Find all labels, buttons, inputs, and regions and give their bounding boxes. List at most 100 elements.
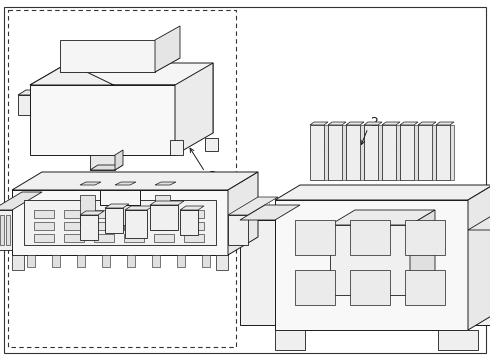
- Bar: [77, 255, 85, 267]
- Polygon shape: [382, 122, 400, 125]
- Polygon shape: [468, 230, 490, 325]
- Polygon shape: [346, 122, 364, 125]
- Bar: [180, 210, 198, 235]
- Polygon shape: [105, 204, 129, 208]
- Polygon shape: [60, 40, 155, 72]
- Bar: [124, 234, 144, 242]
- Polygon shape: [228, 215, 248, 245]
- Polygon shape: [205, 138, 218, 151]
- Bar: [418, 125, 432, 180]
- Bar: [378, 125, 382, 180]
- Polygon shape: [90, 165, 123, 170]
- Bar: [102, 255, 110, 267]
- Polygon shape: [30, 85, 175, 155]
- Polygon shape: [115, 150, 123, 170]
- Bar: [342, 125, 346, 180]
- Bar: [24, 200, 216, 245]
- Bar: [382, 125, 396, 180]
- Polygon shape: [330, 210, 435, 225]
- Bar: [328, 125, 342, 180]
- Polygon shape: [150, 201, 184, 205]
- Polygon shape: [436, 122, 454, 125]
- Polygon shape: [400, 122, 418, 125]
- Polygon shape: [125, 206, 153, 210]
- Bar: [350, 220, 390, 255]
- Bar: [405, 220, 445, 255]
- Bar: [127, 255, 135, 267]
- Polygon shape: [12, 190, 228, 255]
- Bar: [64, 234, 84, 242]
- Bar: [396, 125, 400, 180]
- Bar: [94, 210, 114, 218]
- Bar: [184, 210, 204, 218]
- Bar: [115, 195, 130, 225]
- Bar: [350, 270, 390, 305]
- Bar: [154, 234, 174, 242]
- Bar: [125, 210, 147, 238]
- Bar: [400, 125, 414, 180]
- Polygon shape: [275, 185, 490, 200]
- Bar: [364, 125, 378, 180]
- Bar: [346, 125, 360, 180]
- Polygon shape: [180, 206, 204, 210]
- Bar: [27, 255, 35, 267]
- Bar: [124, 222, 144, 230]
- Bar: [324, 125, 328, 180]
- Polygon shape: [468, 185, 490, 330]
- Polygon shape: [18, 90, 38, 95]
- Polygon shape: [418, 122, 436, 125]
- Text: 2: 2: [370, 116, 378, 129]
- Bar: [34, 222, 54, 230]
- Bar: [450, 125, 454, 180]
- Bar: [154, 222, 174, 230]
- Polygon shape: [12, 255, 24, 270]
- Polygon shape: [18, 95, 30, 115]
- Polygon shape: [170, 140, 183, 155]
- Bar: [310, 125, 324, 180]
- Polygon shape: [364, 122, 382, 125]
- Bar: [0, 215, 4, 245]
- Bar: [34, 234, 54, 242]
- Bar: [432, 125, 436, 180]
- Polygon shape: [310, 122, 328, 125]
- Bar: [436, 125, 450, 180]
- Text: -1: -1: [242, 171, 254, 185]
- Bar: [295, 270, 335, 305]
- Polygon shape: [30, 63, 213, 133]
- Bar: [184, 222, 204, 230]
- Polygon shape: [0, 210, 12, 250]
- Polygon shape: [100, 190, 140, 205]
- Polygon shape: [228, 172, 258, 255]
- Polygon shape: [80, 182, 101, 185]
- Bar: [64, 222, 84, 230]
- Bar: [8, 10, 236, 347]
- Polygon shape: [240, 220, 275, 325]
- Bar: [6, 215, 10, 245]
- Bar: [64, 210, 84, 218]
- Polygon shape: [468, 215, 490, 230]
- Bar: [150, 205, 178, 230]
- Polygon shape: [228, 197, 278, 215]
- Bar: [94, 234, 114, 242]
- Text: 3: 3: [208, 170, 216, 183]
- Polygon shape: [438, 330, 478, 350]
- Bar: [154, 210, 174, 218]
- Polygon shape: [175, 63, 213, 155]
- Polygon shape: [115, 182, 136, 185]
- Bar: [177, 255, 185, 267]
- Bar: [330, 225, 410, 295]
- Bar: [52, 255, 60, 267]
- Polygon shape: [275, 330, 305, 350]
- Bar: [360, 125, 364, 180]
- Bar: [295, 220, 335, 255]
- Bar: [405, 270, 445, 305]
- Polygon shape: [328, 122, 346, 125]
- Bar: [94, 222, 114, 230]
- Bar: [155, 195, 170, 225]
- Bar: [80, 195, 95, 225]
- Bar: [80, 215, 98, 240]
- Polygon shape: [12, 172, 258, 190]
- Polygon shape: [410, 210, 435, 295]
- Polygon shape: [30, 63, 213, 133]
- Polygon shape: [90, 155, 115, 170]
